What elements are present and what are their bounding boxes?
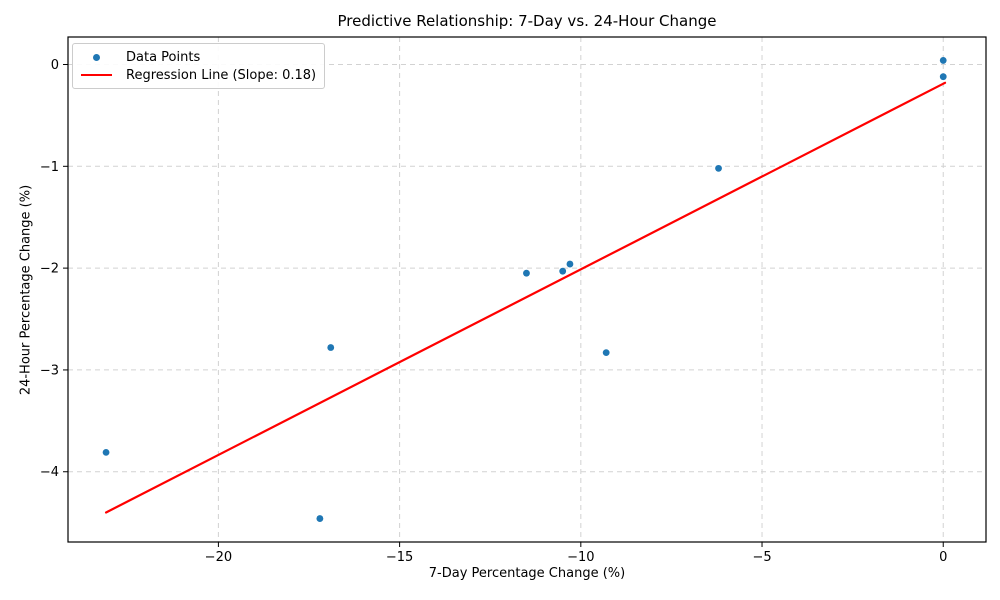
data-point [559,267,567,275]
data-point [523,269,530,277]
legend-item-regression-line: Regression Line (Slope: 0.18) [81,66,316,84]
y-tick-label: 0 [51,58,59,73]
regression-line [104,81,947,514]
data-point [939,57,947,64]
y-tick-label: −1 [40,160,59,175]
y-tick-label: −4 [40,465,59,480]
data-point [715,164,722,172]
x-tick-label: 0 [939,550,947,565]
legend: Data Points Regression Line (Slope: 0.18… [72,43,325,89]
x-axis-label: 7-Day Percentage Change (%) [428,566,626,581]
x-tick-label: −10 [567,550,594,565]
data-point [316,515,324,522]
data-point [327,344,335,351]
legend-handle [81,53,112,61]
legend-label-regression-line: Regression Line (Slope: 0.18) [126,67,317,83]
y-tick-label: −3 [40,363,59,378]
data-point [566,260,574,268]
plot-border [67,36,987,543]
legend-label-data-points: Data Points [126,49,201,65]
data-point [939,73,947,81]
plot-area: −20 −15 −10 −5 0 0 −1 −2 −3 −4 Data Points Regres… [40,36,987,565]
legend-handle [81,74,112,76]
x-tick-label: −20 [205,550,232,565]
x-tick-label: −5 [752,550,771,565]
legend-item-data-points: Data Points [81,48,316,66]
regression-line-icon [81,74,112,76]
data-point [102,449,110,456]
x-tick-label: −15 [386,550,413,565]
y-axis-label: 24-Hour Percentage Change (%) [18,184,34,396]
chart-title: Predictive Relationship: 7-Day vs. 24-Ho… [337,12,717,30]
plot-canvas: −20 −15 −10 −5 0 0 −1 −2 −3 −4 [40,36,987,565]
data-point [602,349,610,357]
y-tick-label: −2 [40,262,59,277]
scatter-marker-icon [93,53,100,61]
